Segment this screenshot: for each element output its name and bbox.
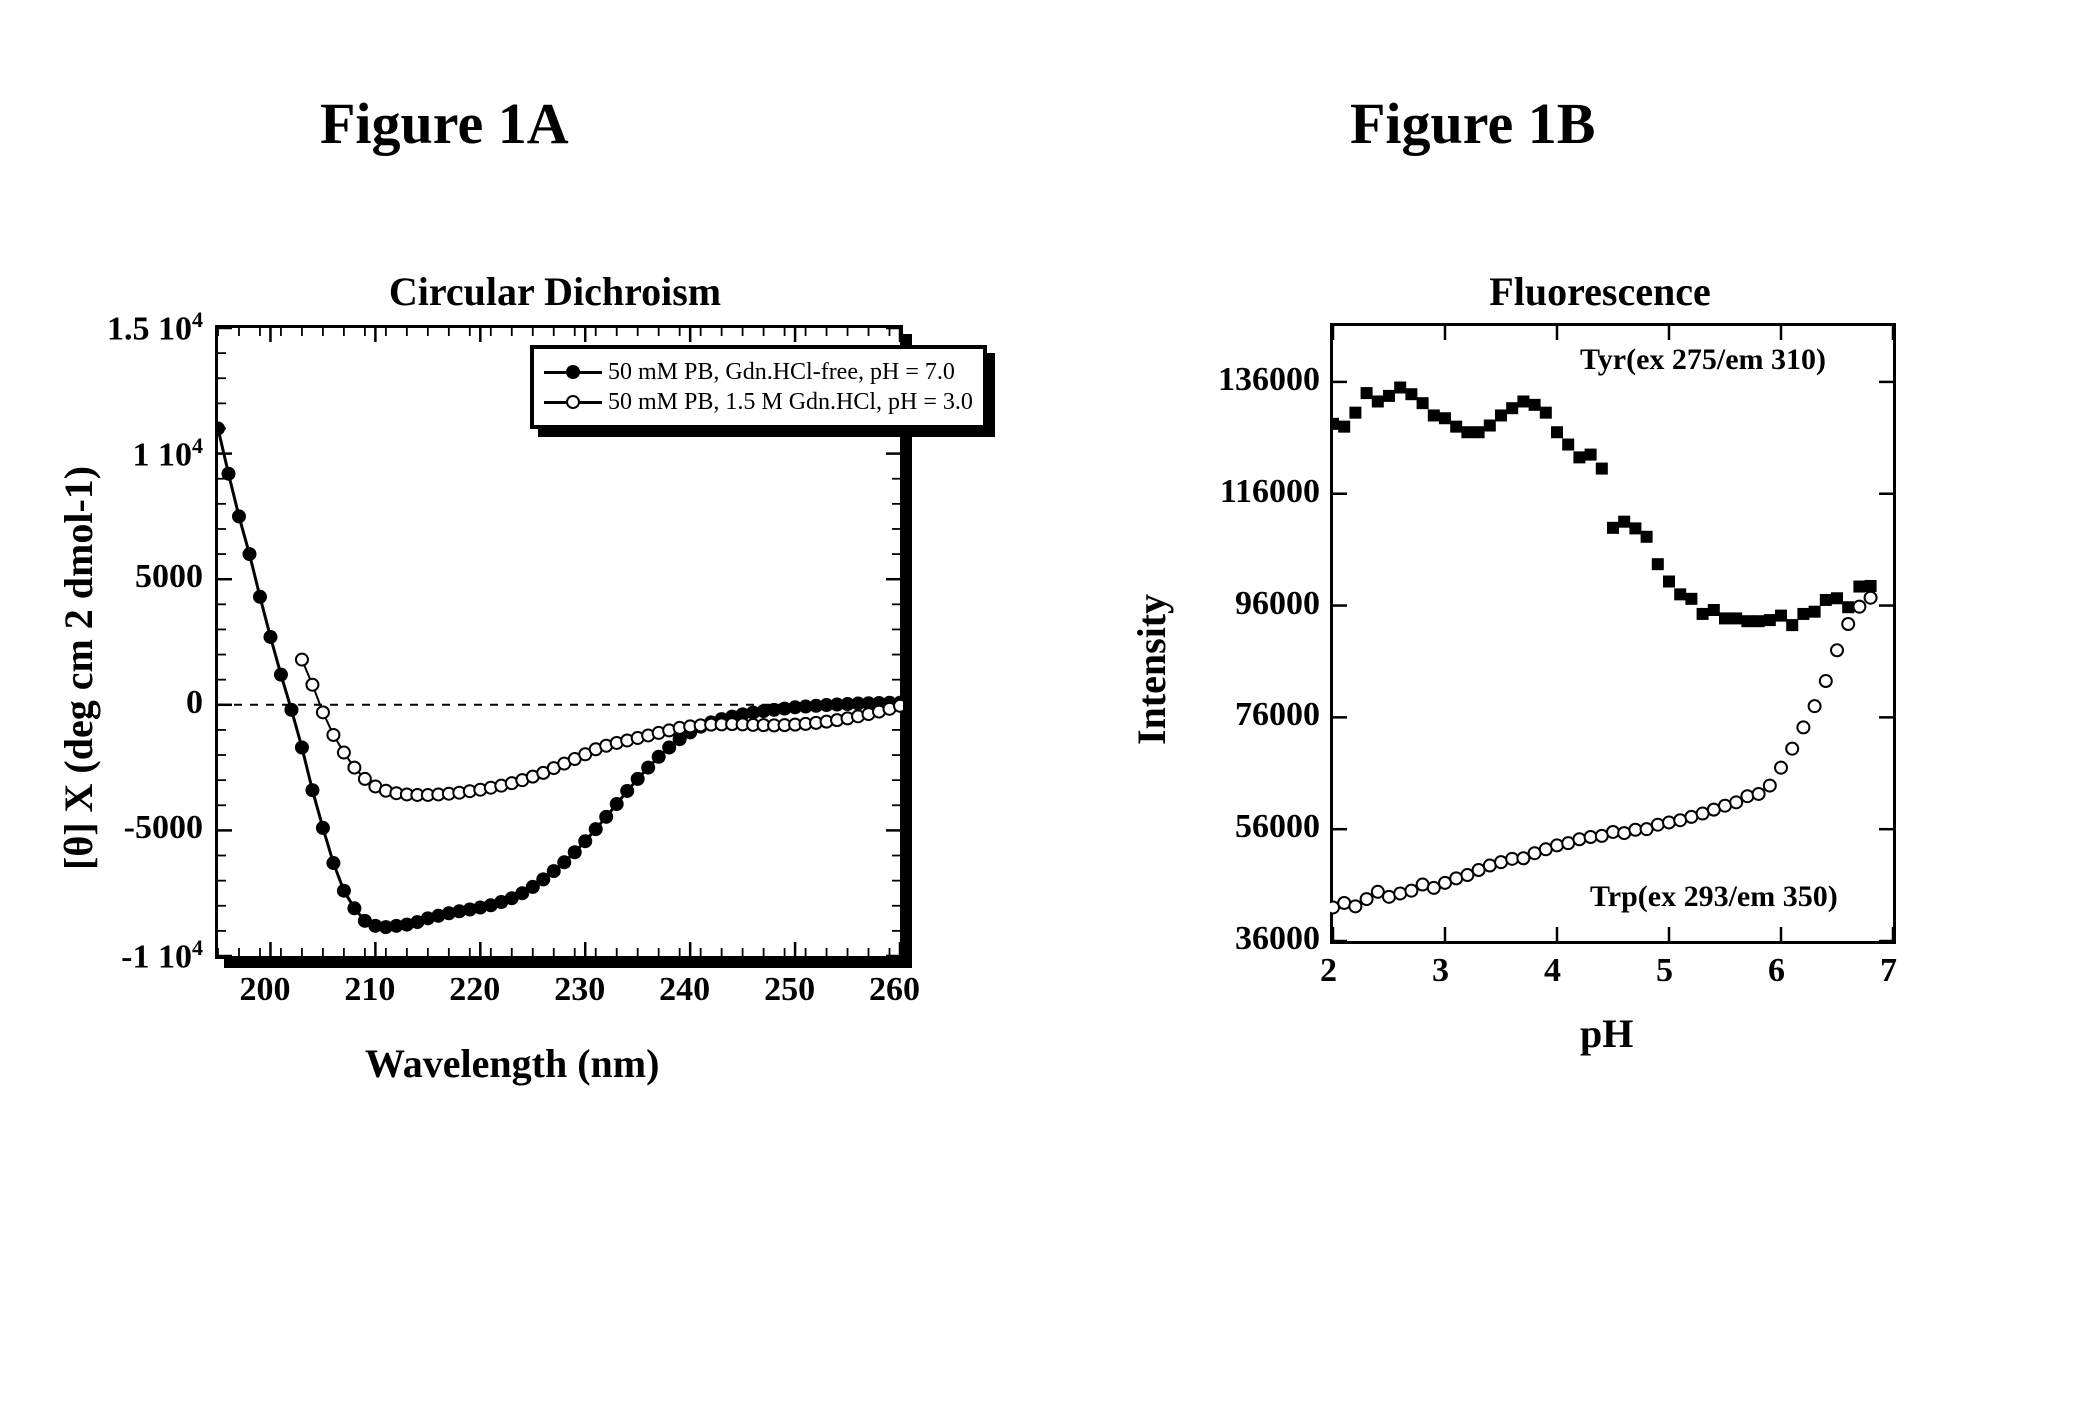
ytick-label: 0 <box>186 684 203 722</box>
xtick-label: 5 <box>1656 952 1673 990</box>
legend-line-icon <box>544 371 602 374</box>
marker-filled-icon <box>566 365 580 379</box>
ytick-label: 116000 <box>1220 473 1320 511</box>
ytick-label: 1.5 104 <box>107 307 203 348</box>
legend-text: 50 mM PB, Gdn.HCl-free, pH = 7.0 <box>608 357 955 387</box>
ytick-label: 56000 <box>1235 808 1320 846</box>
xtick-label: 240 <box>659 971 710 1009</box>
xtick-label: 200 <box>239 971 290 1009</box>
figure-a-label: Figure 1A <box>320 90 569 157</box>
legend-text: 50 mM PB, 1.5 M Gdn.HCl, pH = 3.0 <box>608 387 973 417</box>
chart-a-legend: 50 mM PB, Gdn.HCl-free, pH = 7.0 50 mM P… <box>530 345 987 429</box>
ytick-label: 1 104 <box>133 433 204 474</box>
chart-a-xlabel: Wavelength (nm) <box>365 1040 659 1087</box>
chart-b-title: Fluorescence <box>1400 268 1800 315</box>
legend-item: 50 mM PB, 1.5 M Gdn.HCl, pH = 3.0 <box>544 387 973 417</box>
xtick-label: 210 <box>344 971 395 1009</box>
ytick-label: 136000 <box>1218 361 1320 399</box>
xtick-label: 6 <box>1768 952 1785 990</box>
chart-b-ylabel: Intensity <box>1128 594 1175 745</box>
ytick-label: 96000 <box>1235 585 1320 623</box>
figure-b-label: Figure 1B <box>1350 90 1595 157</box>
series-label-tyr: Tyr(ex 275/em 310) <box>1580 343 1826 377</box>
ytick-label: 36000 <box>1235 920 1320 958</box>
xtick-label: 4 <box>1544 952 1561 990</box>
xtick-label: 2 <box>1320 952 1337 990</box>
chart-b-svg <box>1330 323 1896 944</box>
ytick-label: 5000 <box>135 558 203 596</box>
xtick-label: 260 <box>869 971 920 1009</box>
chart-b-xlabel: pH <box>1580 1010 1633 1057</box>
xtick-label: 250 <box>764 971 815 1009</box>
series-label-trp: Trp(ex 293/em 350) <box>1590 880 1838 914</box>
marker-open-icon <box>566 395 580 409</box>
page: Figure 1A Figure 1B Circular Dichroism [… <box>0 0 2095 1417</box>
chart-a-ylabel: [θ] X (deg cm 2 dmol-1) <box>55 466 102 870</box>
chart-a-title: Circular Dichroism <box>300 268 810 315</box>
ytick-label: -1 104 <box>121 935 203 976</box>
ytick-label: 76000 <box>1235 696 1320 734</box>
xtick-label: 3 <box>1432 952 1449 990</box>
ytick-label: -5000 <box>124 809 203 847</box>
xtick-label: 220 <box>449 971 500 1009</box>
legend-line-icon <box>544 401 602 404</box>
legend-item: 50 mM PB, Gdn.HCl-free, pH = 7.0 <box>544 357 973 387</box>
xtick-label: 7 <box>1880 952 1897 990</box>
xtick-label: 230 <box>554 971 605 1009</box>
